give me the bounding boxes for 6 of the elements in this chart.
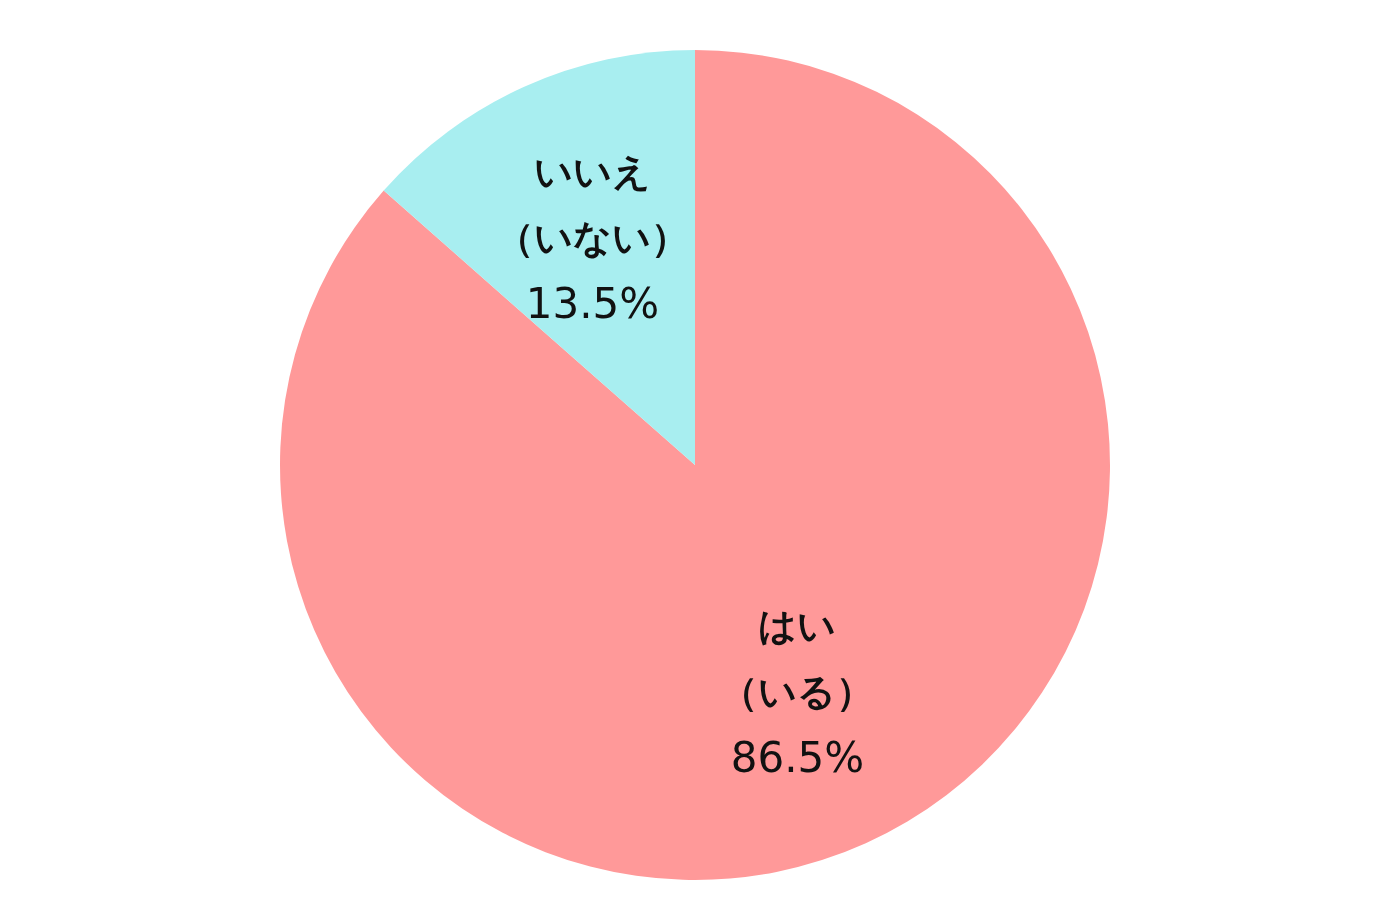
pie-slice xyxy=(383,50,695,465)
data-label: 86.5% xyxy=(730,731,865,784)
slice-label: はい（いる） xyxy=(719,602,876,716)
pie-slice xyxy=(280,50,1110,880)
data-label: 13.5% xyxy=(525,278,660,331)
slice-label: いいえ（いない） xyxy=(495,149,691,263)
